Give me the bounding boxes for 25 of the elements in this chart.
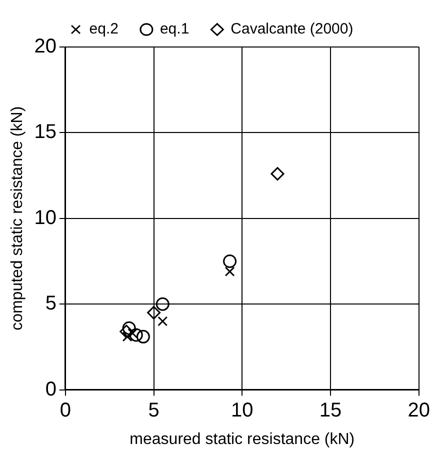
point [129, 328, 143, 342]
y-tick-label: 5 [45, 292, 56, 315]
y-tick-label: 10 [34, 206, 56, 229]
point [223, 254, 237, 268]
x-tick-label: 15 [319, 399, 342, 422]
legend-label: eq.2 [89, 20, 118, 38]
point [147, 306, 161, 320]
y-axis-title: computed static resistance (kN) [9, 106, 26, 330]
legend-label: eq.1 [160, 20, 190, 38]
y-tick-label: 15 [34, 121, 56, 144]
point [136, 330, 150, 344]
x-tick-label: 20 [408, 399, 430, 422]
x-tick-label: 5 [148, 399, 160, 422]
x-tick-label: 10 [231, 399, 254, 422]
point [120, 324, 134, 338]
point [158, 316, 168, 326]
y-tick-label: 20 [34, 36, 56, 58]
point [224, 266, 235, 277]
legend-label: Cavalcante (2000) [230, 20, 354, 38]
point [156, 297, 170, 311]
x-axis-title: measured static resistance (kN) [130, 430, 355, 448]
y-tick-label: 0 [45, 378, 56, 400]
x-tick-label: 0 [60, 399, 72, 422]
point [122, 321, 136, 335]
point [270, 167, 284, 181]
